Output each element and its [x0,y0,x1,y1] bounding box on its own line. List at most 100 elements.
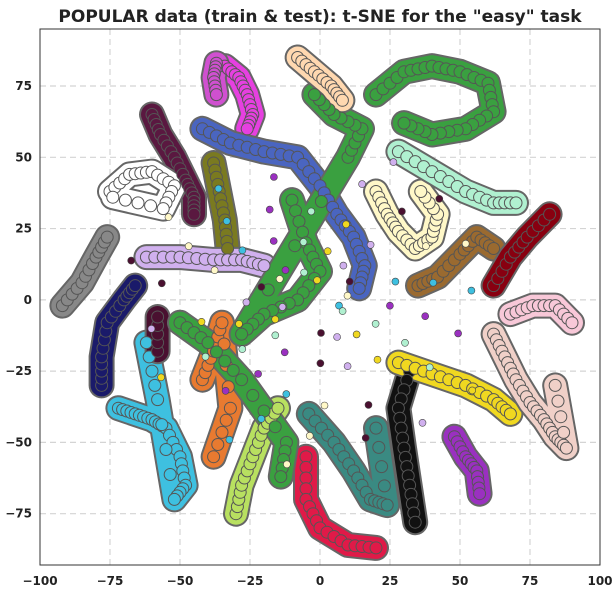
overlap-point [210,266,219,275]
data-point [215,425,229,439]
overlap-point [164,213,173,221]
data-point [167,492,181,506]
overlap-point [320,401,329,410]
overlap-point [317,329,325,337]
data-point [565,316,579,330]
data-point [551,394,565,408]
data-point [217,337,231,351]
data-point [240,122,254,136]
data-point [487,242,501,255]
overlap-point [391,277,400,286]
overlap-point [257,283,266,291]
overlap-point [269,237,278,245]
overlap-point [238,246,247,255]
overlap-point [366,241,375,249]
data-point [128,279,142,293]
data-point [285,193,299,207]
x-tick-label: −100 [22,574,57,588]
overlap-point [238,345,247,353]
overlap-point [386,301,394,310]
data-point [209,345,223,359]
overlap-point [127,256,135,265]
overlap-point [352,330,361,339]
data-point [209,88,223,102]
overlap-point [358,180,366,188]
data-point [473,487,487,501]
y-tick-label: 50 [15,150,32,164]
data-point [163,468,177,481]
data-point [292,214,306,228]
data-point [118,193,132,207]
data-point [148,378,162,392]
overlap-point [271,315,280,324]
data-point [268,420,282,434]
overlap-point [147,324,156,333]
overlap-point [157,373,165,382]
overlap-point [425,363,434,372]
data-point [201,336,215,350]
overlap-point [281,266,290,274]
overlap-point [257,414,266,423]
x-tick-label: 0 [316,574,324,588]
overlap-point [339,261,348,270]
data-point [145,364,159,378]
data-point [100,230,114,244]
data-point [219,413,233,427]
x-tick-label: 25 [382,574,399,588]
y-tick-label: 0 [24,293,32,307]
plot-frame [39,28,601,566]
overlap-point [333,333,341,341]
overlap-point [280,348,289,357]
data-point [246,388,260,402]
overlap-point [361,434,370,442]
overlap-point [418,418,427,427]
data-point [271,401,285,415]
data-point [218,354,232,368]
x-tick-label: 50 [452,574,469,588]
y-axis-ticks: −75 −50 −25 0 25 50 75 [5,79,32,521]
cluster-layer [49,44,585,561]
overlap-point [454,329,462,338]
overlap-point [313,276,321,285]
overlap-point [201,352,210,361]
overlap-point [422,242,430,250]
data-point [369,541,383,555]
data-point [352,281,366,295]
overlap-point [270,173,278,181]
data-point [557,425,571,439]
data-point [296,225,309,239]
overlap-point [429,278,438,287]
x-tick-label: 75 [522,574,539,588]
data-point [257,404,271,418]
data-point [274,470,288,484]
data-point [548,378,562,392]
overlap-point [197,317,206,326]
overlap-point [342,220,350,229]
data-point [314,195,328,208]
data-point [288,239,302,253]
data-point [372,440,386,454]
overlap-point [343,362,352,371]
data-point [509,196,523,210]
overlap-point [265,205,274,214]
data-point [397,116,411,130]
overlap-point [343,291,352,300]
data-point [215,316,229,330]
data-point [207,450,221,464]
overlap-point [468,386,477,395]
overlap-point [283,460,291,469]
overlap-point [467,286,476,295]
y-tick-label: 75 [15,79,32,93]
overlap-point [221,386,230,395]
data-point [257,259,271,273]
overlap-point [371,319,380,328]
data-point [187,207,201,221]
y-tick-label: −25 [5,364,32,378]
data-point [414,185,428,198]
y-tick-label: −75 [5,507,32,521]
data-point [235,327,249,341]
data-point [226,363,240,377]
overlap-point [158,279,166,288]
overlap-point [338,307,347,315]
